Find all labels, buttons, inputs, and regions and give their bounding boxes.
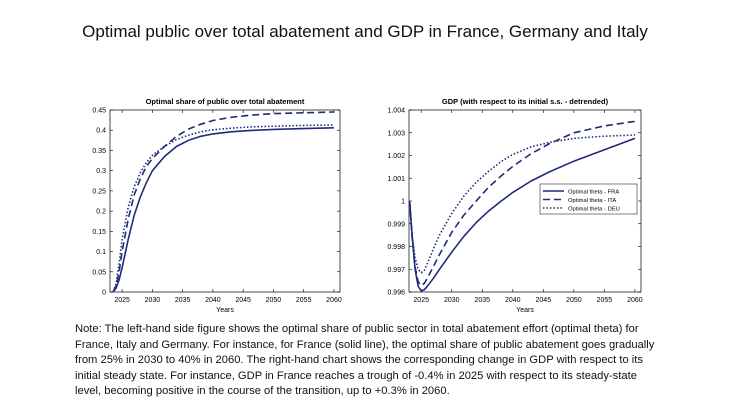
legend-label: Optimal theta - DEU (568, 206, 620, 212)
chart-1: Optimal share of public over total abate… (92, 97, 341, 314)
x-tick-label: 2050 (566, 297, 582, 304)
y-tick-label: 0.35 (92, 148, 106, 155)
x-tick-label: 2035 (175, 297, 191, 304)
x-tick-label: 2035 (474, 297, 490, 304)
x-tick-label: 2025 (413, 297, 429, 304)
figure-title: Optimal public over total abatement and … (82, 22, 648, 41)
y-tick-label: 1 (401, 199, 405, 206)
x-tick-label: 2060 (326, 297, 342, 304)
y-tick-label: 0.1 (96, 249, 106, 256)
y-tick-label: 1.002 (387, 153, 405, 160)
series-line-dotted (409, 134, 635, 274)
x-tick-label: 2045 (235, 297, 251, 304)
x-tick-label: 2060 (627, 297, 643, 304)
y-tick-label: 0.3 (96, 168, 106, 175)
x-tick-label: 2025 (114, 297, 130, 304)
series-line-dotted (112, 124, 334, 292)
y-tick-label: 0.2 (96, 209, 106, 216)
x-axis-label: Years (516, 307, 534, 314)
x-tick-label: 2055 (597, 297, 613, 304)
legend-label: Optimal theta - ITA (568, 198, 616, 204)
plot-frame (109, 109, 341, 293)
x-tick-label: 2030 (444, 297, 460, 304)
chart-title: GDP (with respect to its initial s.s. - … (442, 97, 609, 106)
y-tick-label: 1.003 (387, 130, 405, 137)
chart-2: GDP (with respect to its initial s.s. - … (387, 97, 642, 314)
y-tick-label: 1.001 (387, 176, 405, 183)
series-line-dashed (112, 111, 334, 292)
y-tick-label: 1.004 (387, 108, 405, 115)
x-axis-label: Years (216, 307, 234, 314)
y-tick-label: 0.999 (387, 221, 405, 228)
chart-title: Optimal share of public over total abate… (146, 97, 305, 106)
y-tick-label: 0 (102, 290, 106, 297)
y-tick-label: 0.05 (92, 269, 106, 276)
y-tick-label: 0.25 (92, 188, 106, 195)
y-tick-label: 0.997 (387, 267, 405, 274)
x-tick-label: 2055 (296, 297, 312, 304)
y-tick-label: 0.998 (387, 244, 405, 251)
x-tick-label: 2045 (536, 297, 552, 304)
legend-label: Optimal theta - FRA (568, 189, 619, 195)
x-tick-label: 2040 (205, 297, 221, 304)
x-tick-label: 2040 (505, 297, 521, 304)
series-line-dashed (409, 120, 636, 287)
y-tick-label: 0.4 (96, 128, 106, 135)
y-tick-label: 0.996 (387, 290, 405, 297)
series-line-solid (112, 127, 334, 292)
series-line-solid (409, 137, 636, 292)
y-tick-label: 0.15 (92, 229, 106, 236)
x-tick-label: 2030 (145, 297, 161, 304)
y-tick-label: 0.45 (92, 108, 106, 115)
x-tick-label: 2050 (266, 297, 282, 304)
figure-note: Note: The left-hand side figure shows th… (75, 323, 655, 397)
